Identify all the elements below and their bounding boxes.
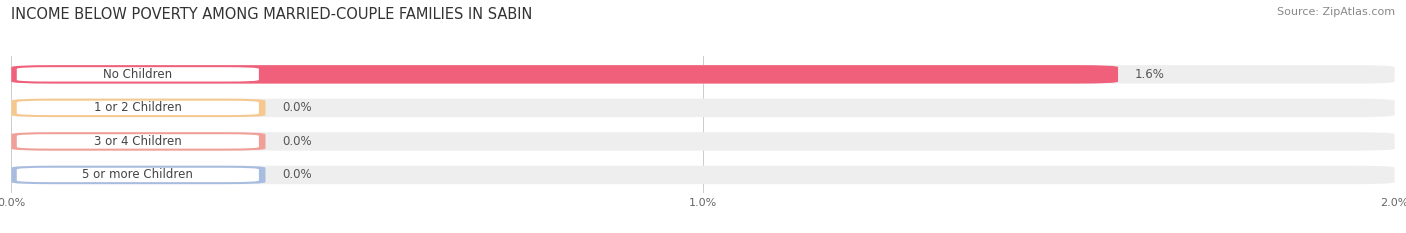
FancyBboxPatch shape bbox=[11, 65, 1395, 84]
FancyBboxPatch shape bbox=[11, 65, 1118, 84]
Text: 5 or more Children: 5 or more Children bbox=[83, 168, 193, 182]
FancyBboxPatch shape bbox=[17, 67, 259, 82]
Text: No Children: No Children bbox=[103, 68, 173, 81]
Text: INCOME BELOW POVERTY AMONG MARRIED-COUPLE FAMILIES IN SABIN: INCOME BELOW POVERTY AMONG MARRIED-COUPL… bbox=[11, 7, 533, 22]
FancyBboxPatch shape bbox=[17, 134, 259, 149]
Text: 1.6%: 1.6% bbox=[1135, 68, 1164, 81]
Text: 0.0%: 0.0% bbox=[283, 101, 312, 114]
FancyBboxPatch shape bbox=[11, 166, 1395, 184]
FancyBboxPatch shape bbox=[11, 132, 1395, 151]
Text: Source: ZipAtlas.com: Source: ZipAtlas.com bbox=[1277, 7, 1395, 17]
Text: 3 or 4 Children: 3 or 4 Children bbox=[94, 135, 181, 148]
Text: 1 or 2 Children: 1 or 2 Children bbox=[94, 101, 181, 114]
Text: 0.0%: 0.0% bbox=[283, 135, 312, 148]
FancyBboxPatch shape bbox=[11, 99, 266, 117]
FancyBboxPatch shape bbox=[11, 132, 266, 151]
Text: 0.0%: 0.0% bbox=[283, 168, 312, 182]
FancyBboxPatch shape bbox=[17, 101, 259, 115]
FancyBboxPatch shape bbox=[11, 99, 1395, 117]
FancyBboxPatch shape bbox=[11, 166, 266, 184]
FancyBboxPatch shape bbox=[17, 168, 259, 182]
